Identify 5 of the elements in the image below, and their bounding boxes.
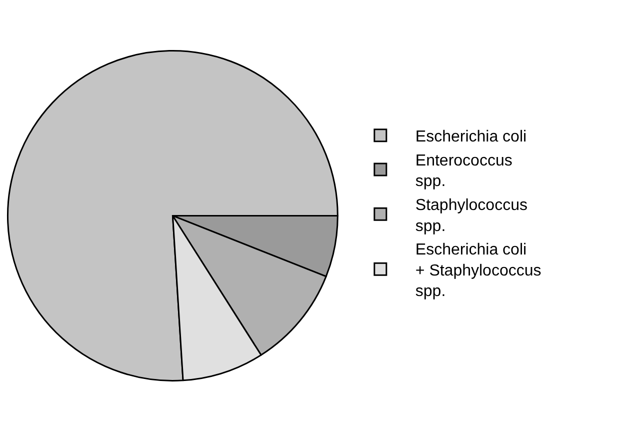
legend-label: Enterococcus spp.	[415, 152, 512, 190]
legend-label: Escherichia coli	[415, 128, 527, 146]
legend-label: Staphylococcus spp.	[415, 196, 528, 235]
legend-label: Escherichia coli + Staphylococcus spp.	[415, 242, 542, 300]
pie-slice	[7, 50, 338, 382]
